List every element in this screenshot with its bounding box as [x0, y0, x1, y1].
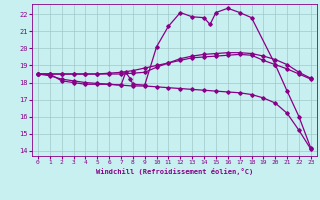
- X-axis label: Windchill (Refroidissement éolien,°C): Windchill (Refroidissement éolien,°C): [96, 168, 253, 175]
